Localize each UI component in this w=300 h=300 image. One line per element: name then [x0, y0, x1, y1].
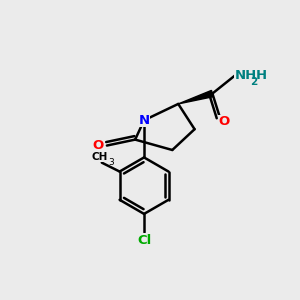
Text: CH: CH [91, 152, 108, 162]
Text: H: H [256, 69, 267, 82]
Text: O: O [219, 115, 230, 128]
Text: 3: 3 [108, 158, 114, 167]
Text: NH: NH [235, 69, 257, 82]
Text: Cl: Cl [137, 234, 151, 247]
Polygon shape [178, 90, 213, 104]
Text: 2: 2 [250, 77, 257, 87]
Text: O: O [92, 139, 104, 152]
Text: N: N [139, 114, 150, 127]
